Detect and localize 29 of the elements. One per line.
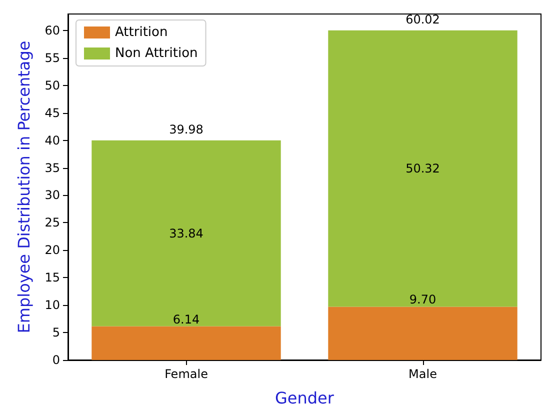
y-tick-label: 55 xyxy=(44,50,60,65)
y-tick-label: 35 xyxy=(44,160,60,175)
y-tick-label: 20 xyxy=(44,243,60,258)
x-tick-label: Female xyxy=(164,367,208,381)
y-tick-label: 30 xyxy=(44,188,60,202)
bar xyxy=(328,306,518,360)
total-label: 60.02 xyxy=(406,12,440,26)
y-tick-label: 50 xyxy=(44,78,60,92)
y-tick-label: 10 xyxy=(44,298,60,312)
y-axis-title: Employee Distribution in Percentage xyxy=(14,40,34,334)
data-label: 6.14 xyxy=(172,312,200,326)
y-tick-label: 15 xyxy=(44,270,60,285)
x-tick-label: Male xyxy=(408,367,437,381)
y-tick-label: 40 xyxy=(44,133,60,148)
y-tick-label: 0 xyxy=(52,353,60,367)
data-label: 50.32 xyxy=(406,162,440,176)
data-label: 9.70 xyxy=(409,292,436,307)
legend-label: Non Attrition xyxy=(115,46,198,61)
y-tick-label: 60 xyxy=(44,23,60,38)
x-axis-title: Gender xyxy=(275,388,334,408)
y-tick-label: 25 xyxy=(44,216,60,230)
y-tick-label: 5 xyxy=(52,326,60,340)
bar xyxy=(92,140,281,326)
y-tick-label: 45 xyxy=(44,106,60,120)
data-label: 33.84 xyxy=(169,226,204,240)
bar xyxy=(328,30,518,307)
total-label: 39.98 xyxy=(169,122,204,136)
legend-label: Attrition xyxy=(115,25,168,40)
bar xyxy=(92,326,281,360)
